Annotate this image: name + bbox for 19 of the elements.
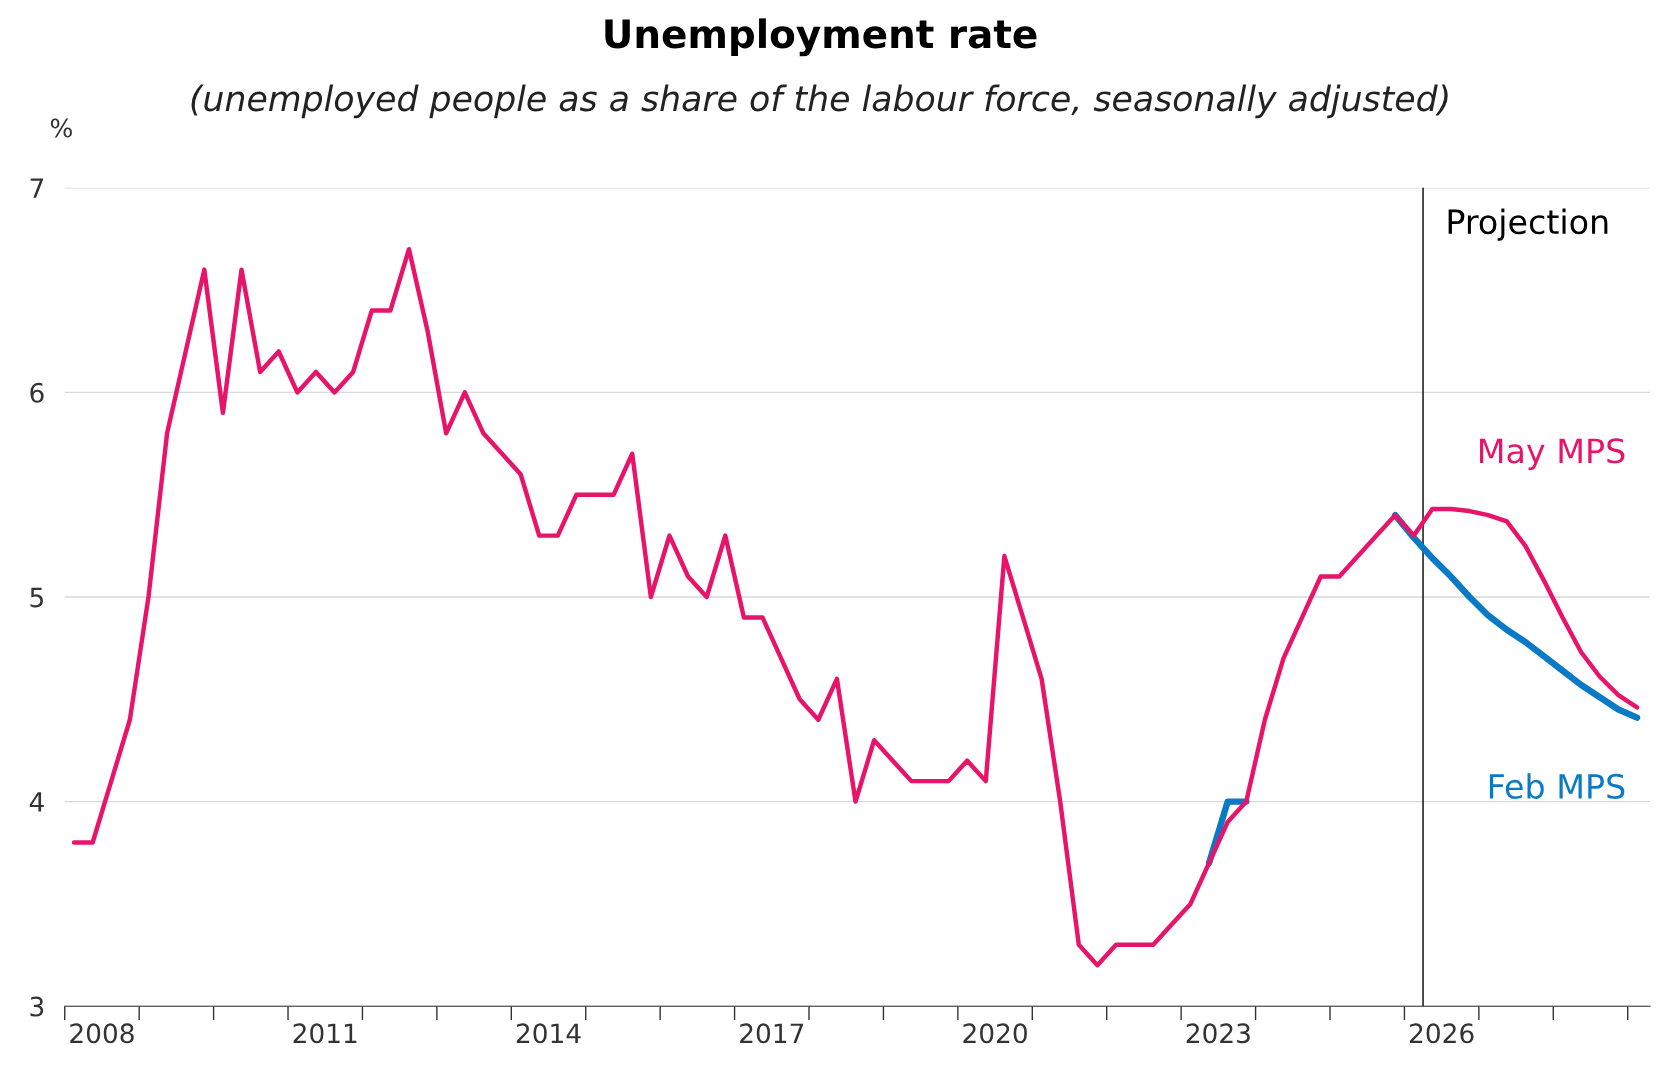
y-tick-label: 7 — [30, 178, 44, 198]
line-series — [71, 246, 1640, 968]
x-tick-label: 2017 — [740, 1023, 804, 1044]
x-tick-label: 2020 — [963, 1023, 1027, 1044]
chart-subtitle: (unemployed people as a share of the labour force, seasonally adjusted) — [191, 84, 1448, 119]
y-tick-label: 6 — [30, 382, 44, 403]
series-label: May MPS — [1480, 438, 1625, 470]
x-tick-label: 2011 — [293, 1023, 357, 1044]
y-tick-label: 5 — [30, 587, 43, 608]
chart-title: Unemployment rate — [605, 18, 1037, 57]
x-tick-label: 2008 — [70, 1023, 134, 1044]
y-axis-title: % — [50, 118, 72, 138]
y-tick-label: 3 — [30, 996, 44, 1017]
series-label: Feb MPS — [1489, 773, 1625, 799]
x-tick-label: 2014 — [516, 1023, 581, 1044]
y-tick-label: 4 — [29, 792, 44, 812]
ref-line-label: Projection — [1448, 208, 1608, 241]
x-tick-label: 2026 — [1410, 1023, 1474, 1044]
x-tick-label: 2023 — [1186, 1023, 1250, 1044]
